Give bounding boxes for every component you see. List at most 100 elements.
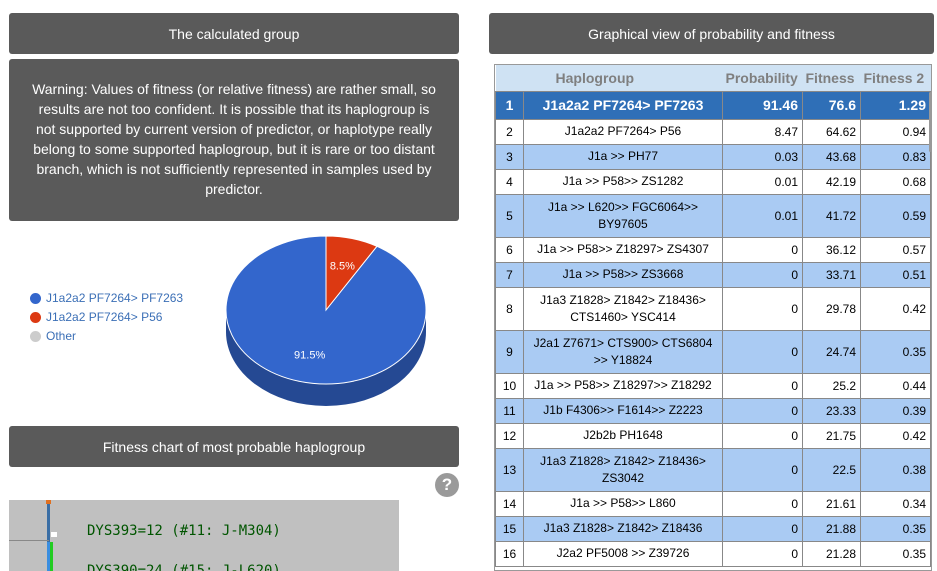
pie-legend: J1a2a2 PF7264> PF7263 J1a2a2 PF7264> P56 O…: [30, 290, 190, 347]
row-index: 2: [495, 118, 524, 145]
row-probability: 0: [722, 372, 803, 399]
table-row[interactable]: 12 J2b2b PH1648 0 21.75 0.42: [495, 422, 931, 449]
row-fitness: 33.71: [802, 261, 861, 288]
fitness-line-1: DYS393=12 (#11: J-M304): [87, 523, 281, 539]
table-row[interactable]: 9 J2a1 Z7671> CTS900> CTS6804 >> Y18824 0 2…: [495, 329, 931, 374]
row-haplogroup: J1a3 Z1828> Z1842> Z18436> ZS3042: [523, 447, 723, 492]
row-fitness2: 1.29: [860, 90, 931, 120]
row-fitness: 43.68: [802, 143, 861, 170]
row-fitness2: 0.35: [860, 329, 931, 374]
row-index: 3: [495, 143, 524, 170]
pie-slice[interactable]: [325, 235, 378, 312]
row-fitness: 41.72: [802, 193, 861, 238]
row-fitness: 76.6: [802, 90, 861, 120]
row-fitness: 64.62: [802, 118, 861, 145]
table-row[interactable]: 4 J1a >> P58>> ZS1282 0.01 42.19 0.68: [495, 168, 931, 195]
probability-pie-chart: 91.5% 8.5%: [225, 235, 427, 406]
row-fitness2: 0.51: [860, 261, 931, 288]
calculated-group-header: The calculated group: [9, 13, 459, 54]
pie-side: [226, 310, 426, 406]
haplogroup-table: Haplogroup Probability Fitness Fitness 2…: [495, 65, 931, 567]
table-row[interactable]: 15 J1a3 Z1828> Z1842> Z18436 0 21.88 0.35: [495, 515, 931, 542]
row-haplogroup: J1a >> P58>> Z18297> ZS4307: [523, 236, 723, 263]
table-row[interactable]: 10 J1a >> P58>> Z18297>> Z18292 0 25.2 0.44: [495, 372, 931, 399]
legend-item[interactable]: J1a2a2 PF7264> PF7263: [30, 290, 190, 306]
table-row[interactable]: 6 J1a >> P58>> Z18297> ZS4307 0 36.12 0.57: [495, 236, 931, 263]
row-index: 1: [495, 90, 524, 120]
row-probability: 0: [722, 329, 803, 374]
table-row[interactable]: 11 J1b F4306>> F1614>> Z2223 0 23.33 0.39: [495, 397, 931, 424]
row-index: 5: [495, 193, 524, 238]
col-fitness2-header[interactable]: Fitness 2: [860, 65, 931, 91]
table-row[interactable]: 3 J1a >> PH77 0.03 43.68 0.83: [495, 143, 931, 170]
fitness-line-2: DYS390=24 (#15: J-L620): [87, 563, 281, 571]
col-fitness-header[interactable]: Fitness: [802, 65, 861, 91]
fitness-chart-header: Fitness chart of most probable haplogrou…: [9, 426, 459, 467]
row-fitness: 24.74: [802, 329, 861, 374]
table-row[interactable]: 13 J1a3 Z1828> Z1842> Z18436> ZS3042 0 22.5…: [495, 447, 931, 492]
row-haplogroup: J2a1 Z7671> CTS900> CTS6804 >> Y18824: [523, 329, 723, 374]
fitness-bar: [47, 542, 50, 571]
row-fitness2: 0.42: [860, 422, 931, 449]
pie-slice-label: 8.5%: [330, 261, 355, 273]
row-fitness2: 0.44: [860, 372, 931, 399]
row-fitness2: 0.42: [860, 286, 931, 331]
row-index: 16: [495, 540, 524, 567]
table-row[interactable]: 14 J1a >> P58>> L860 0 21.61 0.34: [495, 490, 931, 517]
table-row[interactable]: 16 J2a2 PF5008 >> Z39726 0 21.28 0.35: [495, 540, 931, 567]
row-index: 7: [495, 261, 524, 288]
legend-item[interactable]: Other: [30, 328, 190, 344]
table-row[interactable]: 1 J1a2a2 PF7264> PF7263 91.46 76.6 1.29: [495, 90, 931, 120]
row-fitness2: 0.38: [860, 447, 931, 492]
row-haplogroup: J2a2 PF5008 >> Z39726: [523, 540, 723, 567]
legend-item[interactable]: J1a2a2 PF7264> P56: [30, 309, 190, 325]
legend-label: J1a2a2 PF7264> PF7263: [46, 291, 184, 305]
row-fitness2: 0.68: [860, 168, 931, 195]
row-fitness: 21.75: [802, 422, 861, 449]
table-row[interactable]: 7 J1a >> P58>> ZS3668 0 33.71 0.51: [495, 261, 931, 288]
row-probability: 0: [722, 540, 803, 567]
row-haplogroup: J1a >> P58>> Z18297>> Z18292: [523, 372, 723, 399]
fitness-chart-title: Fitness chart of most probable haplogrou…: [102, 438, 366, 455]
row-fitness2: 0.94: [860, 118, 931, 145]
row-fitness2: 0.83: [860, 143, 931, 170]
row-index: 12: [495, 422, 524, 449]
row-fitness: 22.5: [802, 447, 861, 492]
col-haplogroup-header[interactable]: Haplogroup: [523, 65, 723, 91]
table-row[interactable]: 2 J1a2a2 PF7264> P56 8.47 64.62 0.94: [495, 118, 931, 145]
row-haplogroup: J1a2a2 PF7264> PF7263: [523, 90, 723, 120]
legend-label: Other: [46, 329, 77, 343]
row-fitness: 21.61: [802, 490, 861, 517]
graphical-view-title: Graphical view of probability and fitnes…: [588, 25, 835, 42]
fitness-axis: [9, 540, 49, 541]
row-index: 13: [495, 447, 524, 492]
haplogroup-table-container[interactable]: Haplogroup Probability Fitness Fitness 2…: [494, 64, 932, 571]
row-fitness: 21.88: [802, 515, 861, 542]
row-index: 8: [495, 286, 524, 331]
calculated-group-title: The calculated group: [168, 25, 300, 42]
legend-label: J1a2a2 PF7264> P56: [46, 310, 163, 324]
fitness-chart: DYS393=12 (#11: J-M304) DYS390=24 (#15: …: [9, 500, 399, 571]
row-fitness: 23.33: [802, 397, 861, 424]
row-haplogroup: J1a >> P58>> ZS1282: [523, 168, 723, 195]
row-index: 10: [495, 372, 524, 399]
row-probability: 8.47: [722, 118, 803, 145]
row-index: 11: [495, 397, 524, 424]
table-row[interactable]: 8 J1a3 Z1828> Z1842> Z18436> CTS1460> YSC…: [495, 286, 931, 331]
row-index: 4: [495, 168, 524, 195]
row-probability: 0: [722, 515, 803, 542]
row-haplogroup: J1a >> P58>> L860: [523, 490, 723, 517]
row-fitness2: 0.35: [860, 515, 931, 542]
row-probability: 0.03: [722, 143, 803, 170]
help-icon[interactable]: ?: [435, 473, 459, 497]
col-index-header[interactable]: [495, 65, 524, 91]
legend-swatch: [30, 293, 41, 304]
row-fitness2: 0.59: [860, 193, 931, 238]
table-header-row: Haplogroup Probability Fitness Fitness 2: [495, 65, 931, 91]
table-scrollbar[interactable]: [929, 92, 932, 152]
row-probability: 91.46: [722, 90, 803, 120]
row-probability: 0: [722, 447, 803, 492]
table-row[interactable]: 5 J1a >> L620>> FGC6064>> BY97605 0.01 41.7…: [495, 193, 931, 238]
col-probability-header[interactable]: Probability: [722, 65, 803, 91]
row-fitness: 42.19: [802, 168, 861, 195]
